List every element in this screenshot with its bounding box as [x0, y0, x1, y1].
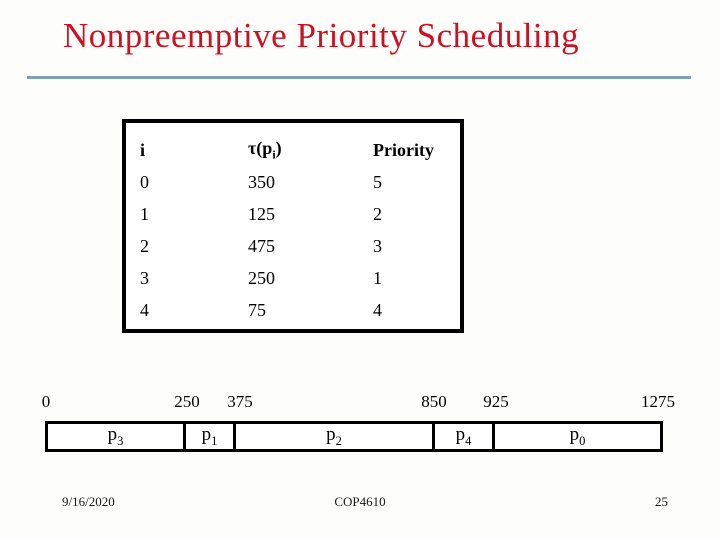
header-cell-priority: Priority — [373, 139, 434, 160]
table-row: 3 250 1 — [140, 262, 460, 294]
footer-date: 9/16/2020 — [62, 494, 115, 509]
gantt-segment-p1: p1 — [183, 424, 233, 449]
cell-tau: 350 — [248, 171, 275, 192]
gantt-tick-label: 250 — [174, 392, 200, 411]
table-row: 0 350 5 — [140, 166, 460, 198]
gantt-tick-label: 925 — [483, 392, 509, 411]
cell-i: 1 — [140, 203, 149, 224]
cell-i: 0 — [140, 171, 149, 192]
gantt-segment-p4: p4 — [432, 424, 492, 449]
gantt-tick-label: 850 — [421, 392, 447, 411]
cell-i: 2 — [140, 235, 149, 256]
header-cell-i: i — [140, 139, 146, 160]
slide-title: Nonpreemptive Priority Scheduling — [63, 16, 580, 55]
cell-tau: 75 — [248, 299, 266, 320]
cell-tau: 475 — [248, 235, 275, 256]
cell-tau: 250 — [248, 267, 275, 288]
header-cell-tau: τ(pi) — [248, 137, 282, 162]
cell-priority: 1 — [373, 267, 382, 288]
title-underline-rule — [27, 76, 691, 79]
cell-priority: 5 — [373, 171, 382, 192]
footer-course-code: COP4610 — [334, 494, 386, 509]
table-header-row: i τ(pi) Priority — [140, 134, 460, 166]
gantt-tick-label: 1275 — [641, 392, 675, 411]
gantt-schedule-bar: p3 p1 p2 p4 p0 — [45, 421, 663, 452]
cell-priority: 4 — [373, 299, 382, 320]
gantt-tick-label: 375 — [227, 392, 253, 411]
cell-tau: 125 — [248, 203, 275, 224]
footer-page-number: 25 — [655, 494, 668, 509]
cell-priority: 2 — [373, 203, 382, 224]
gantt-segment-p2: p2 — [233, 424, 432, 449]
gantt-segment-p0: p0 — [492, 424, 660, 449]
table-row: 2 475 3 — [140, 230, 460, 262]
table-row: 1 125 2 — [140, 198, 460, 230]
process-table: i τ(pi) Priority 0 350 5 1 125 2 2 475 3… — [122, 119, 464, 333]
cell-i: 4 — [140, 299, 149, 320]
table-row: 4 75 4 — [140, 294, 460, 326]
cell-priority: 3 — [373, 235, 382, 256]
gantt-tick-label: 0 — [41, 392, 51, 411]
cell-i: 3 — [140, 267, 149, 288]
gantt-segment-p3: p3 — [107, 424, 124, 448]
